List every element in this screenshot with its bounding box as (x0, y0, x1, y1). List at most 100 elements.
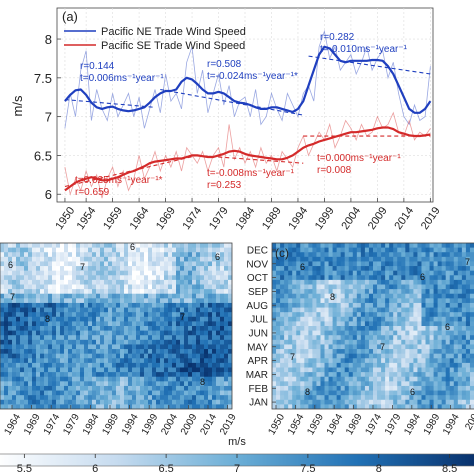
panel-c-cell (425, 316, 431, 322)
panel-c-cell (453, 256, 459, 263)
panel-b-cell (84, 279, 89, 286)
panel-c-cell (413, 349, 419, 355)
panel-c-cell (425, 243, 431, 249)
panel-b-cell (44, 344, 49, 350)
panel-b-cell (84, 270, 89, 276)
panel-b-contour-label: 6 (215, 252, 220, 262)
panel-c-cell (288, 270, 293, 276)
panel-c-cell (377, 349, 382, 355)
panel-b-cell (136, 316, 141, 322)
panel-b-cell (96, 376, 101, 382)
panel-b-cell (52, 247, 57, 253)
panel-b-cell (44, 367, 49, 373)
panel-b-cell (92, 298, 97, 304)
panel-b-cell (208, 344, 213, 350)
panel-b-cell (16, 339, 21, 346)
panel-c-cell (308, 243, 313, 249)
panel-b-cell (172, 302, 177, 309)
panel-c-cell (368, 390, 374, 396)
panel-b-cell (140, 321, 145, 327)
panel-b-cell (136, 335, 141, 341)
panel-c-cell (272, 252, 277, 258)
panel-c-cell (401, 349, 406, 355)
panel-c-cell (312, 326, 318, 332)
panel-b-contour-label: 6 (8, 260, 13, 270)
panel-b-cell (224, 321, 229, 327)
panel-b-cell (140, 353, 145, 359)
panel-b-cell (108, 399, 113, 405)
panel-b-cell (188, 372, 193, 378)
panel-b-cell (204, 372, 209, 378)
panel-b-cell (68, 395, 73, 401)
panel-c-cell (324, 399, 330, 405)
panel-b-cell (36, 261, 41, 267)
panel-c-cell (356, 390, 362, 396)
panel-b-cell (36, 399, 41, 405)
panel-b-cell (36, 289, 41, 295)
panel-c-cell (276, 266, 281, 272)
panel-b-cell (72, 266, 77, 272)
panel-b-cell (180, 339, 185, 346)
panel-b-cell (40, 302, 45, 309)
panel-c-cell (393, 344, 398, 350)
x-tick-label: 1989 (260, 205, 284, 232)
panel-b-cell (184, 252, 189, 258)
panel-b-cell (100, 381, 105, 387)
panel-b-cell (136, 256, 141, 263)
panel-b-cell (96, 381, 101, 387)
panel-c-cell (429, 298, 435, 304)
panel-c-cell (469, 390, 474, 396)
panel-b-cell (16, 256, 21, 263)
panel-c-cell (377, 362, 382, 369)
panel-c-cell (389, 270, 394, 276)
panel-c-cell (437, 358, 443, 364)
panel-c-cell (445, 381, 451, 387)
panel-c-cell (377, 376, 382, 382)
panel-b-cell (208, 321, 213, 327)
panel-c-cell (328, 349, 334, 355)
panel-c-cell (385, 353, 390, 359)
panel-c-cell (465, 367, 471, 373)
panel-c-cell (417, 390, 423, 396)
panel-a-plot-area (64, 29, 432, 199)
panel-b-cell (172, 372, 177, 378)
panel-c-cell (288, 349, 293, 355)
panel-b-cell (56, 372, 61, 378)
panel-b-cell (20, 247, 25, 253)
panel-c-cell (381, 330, 386, 336)
panel-c-cell (421, 321, 427, 327)
panel-b-cell (180, 372, 185, 378)
panel-c-cell (300, 279, 305, 286)
panel-b-cell (220, 312, 225, 318)
panel-c-cell (405, 395, 410, 401)
panel-c-cell (417, 339, 423, 346)
panel-b-cell (220, 284, 225, 290)
panel-b-cell (212, 395, 217, 401)
panel-c-cell (417, 376, 423, 382)
panel-c-cell (360, 381, 366, 387)
panel-b-cell (12, 381, 17, 387)
panel-c-cell (413, 307, 419, 313)
panel-c-cell (425, 312, 431, 318)
panel-c-cell (328, 261, 334, 267)
panel-c-cell (377, 247, 382, 253)
panel-b-cell (164, 381, 169, 387)
panel-c-cell (409, 349, 414, 355)
panel-b-cell (72, 326, 77, 332)
panel-c-cell (453, 243, 459, 249)
panel-c-cell (421, 293, 427, 299)
panel-b-cell (76, 362, 81, 369)
panel-b-cell (228, 385, 232, 392)
panel-b-cell (120, 367, 125, 373)
panel-b-cell (132, 261, 137, 267)
panel-b-cell (212, 367, 217, 373)
panel-b-cell (48, 275, 53, 281)
panel-b-cell (164, 279, 169, 286)
panel-b-cell (152, 316, 157, 322)
panel-c-cell (352, 289, 358, 295)
panel-b-cell (124, 395, 129, 401)
panel-c-cell (381, 376, 386, 382)
panel-c-cell (364, 399, 370, 405)
panel-b-cell (8, 321, 13, 327)
panel-c-cell (421, 243, 427, 249)
